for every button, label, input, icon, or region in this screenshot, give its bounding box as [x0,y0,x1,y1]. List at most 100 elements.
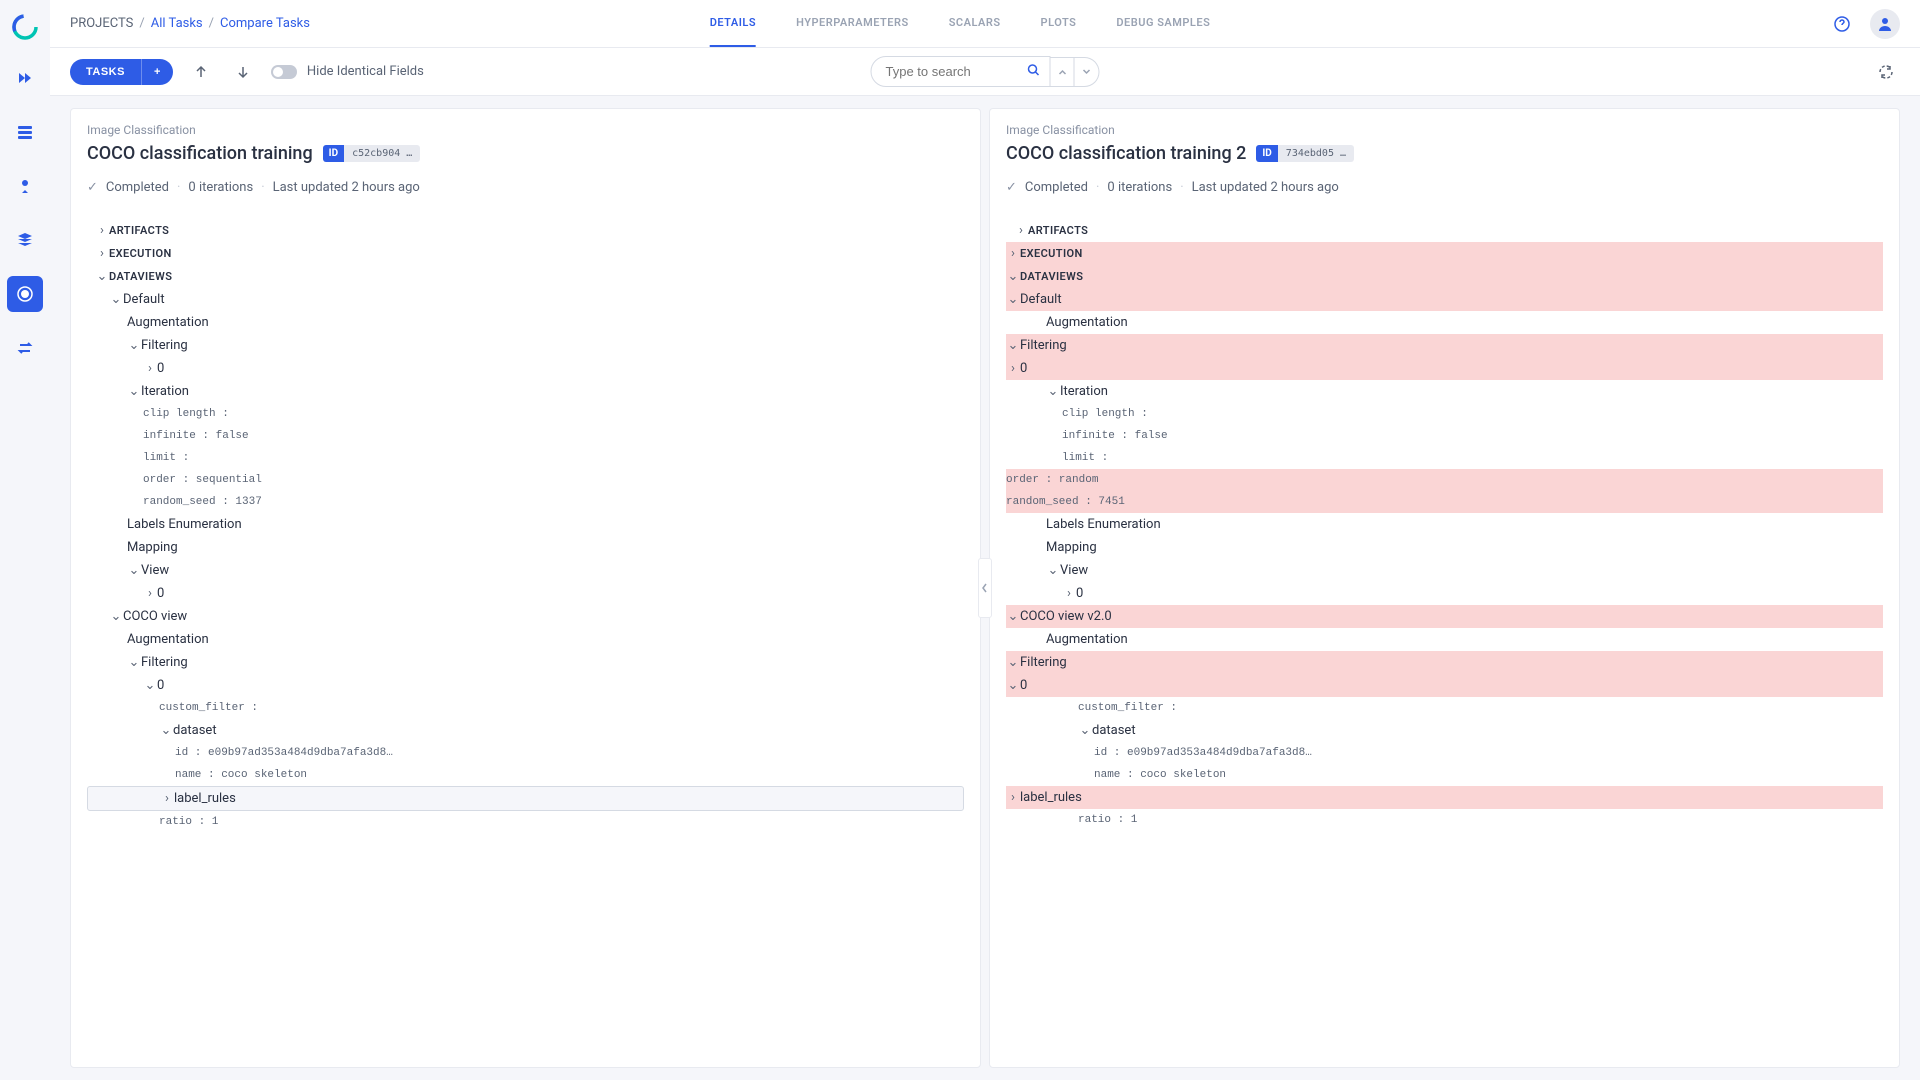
augmentation-node[interactable]: Augmentation [127,632,209,647]
tab-plots[interactable]: PLOTS [1041,0,1077,47]
iteration-node[interactable]: Iteration [1060,384,1108,399]
iteration-node[interactable]: Iteration [141,384,189,399]
breadcrumb-all-tasks[interactable]: All Tasks [151,16,203,31]
caret-down-icon[interactable]: ⌄ [127,338,141,353]
default-node[interactable]: Default [1020,292,1062,307]
caret-down-icon[interactable]: ⌄ [109,292,123,307]
view-node[interactable]: View [141,563,169,578]
labels-enum-node[interactable]: Labels Enumeration [1046,517,1161,532]
nav-icon-6[interactable] [7,330,43,366]
dataset-node[interactable]: dataset [1092,723,1136,738]
task-id-badge[interactable]: ID734ebd05 … [1256,145,1354,162]
collapse-handle[interactable] [978,558,992,618]
augmentation-node[interactable]: Augmentation [127,315,209,330]
tab-details[interactable]: DETAILS [710,0,756,47]
mapping-node[interactable]: Mapping [1046,540,1097,555]
execution-section[interactable]: EXECUTION [109,247,172,260]
nav-icon-2[interactable] [7,114,43,150]
caret-down-icon[interactable]: ⌄ [1046,384,1060,399]
zero-node[interactable]: 0 [157,586,164,601]
task-id-badge[interactable]: IDc52cb904 … [323,145,421,162]
zero-node[interactable]: 0 [157,678,164,693]
caret-down-icon[interactable]: ⌄ [1006,292,1020,307]
caret-down-icon[interactable]: ⌄ [1006,609,1020,624]
caret-down-icon[interactable]: ⌄ [1006,269,1020,284]
add-task-button[interactable]: + [142,59,173,85]
nav-icon-4[interactable] [7,222,43,258]
search-nav-group [1051,57,1100,87]
caret-down-icon[interactable]: ⌄ [109,609,123,624]
caret-down-icon[interactable]: ⌄ [159,723,173,738]
nav-icon-3[interactable] [7,168,43,204]
filtering-node[interactable]: Filtering [1020,655,1067,670]
dataset-node[interactable]: dataset [173,723,217,738]
arrow-up-button[interactable] [187,58,215,86]
coco-view-node[interactable]: COCO view [123,609,187,624]
caret-icon[interactable]: › [95,246,109,261]
caret-down-icon[interactable]: ⌄ [127,563,141,578]
tab-debug-samples[interactable]: DEBUG SAMPLES [1116,0,1210,47]
tasks-button[interactable]: TASKS [70,59,142,85]
breadcrumb-compare[interactable]: Compare Tasks [220,16,310,31]
avatar[interactable] [1870,9,1900,39]
caret-down-icon[interactable]: ⌄ [127,655,141,670]
caret-icon[interactable]: › [160,791,174,806]
caret-icon[interactable]: › [1006,361,1020,376]
caret-down-icon[interactable]: ⌄ [1046,563,1060,578]
search-next-button[interactable] [1075,58,1099,86]
augmentation-node[interactable]: Augmentation [1046,632,1128,647]
filtering-node[interactable]: Filtering [1020,338,1067,353]
labels-enum-node[interactable]: Labels Enumeration [127,517,242,532]
caret-down-icon[interactable]: ⌄ [143,678,157,693]
dataviews-section[interactable]: DATAVIEWS [109,270,172,283]
caret-down-icon[interactable]: ⌄ [95,269,109,284]
zero-node[interactable]: 0 [1020,361,1027,376]
toolbar: TASKS + Hide Identical Fields [50,48,1920,96]
zero-node[interactable]: 0 [157,361,164,376]
caret-icon[interactable]: › [1014,223,1028,238]
caret-down-icon[interactable]: ⌄ [1006,678,1020,693]
caret-down-icon[interactable]: ⌄ [127,384,141,399]
help-icon[interactable] [1828,10,1856,38]
caret-down-icon[interactable]: ⌄ [1078,723,1092,738]
refresh-icon[interactable] [1872,58,1900,86]
random-seed-value: random_seed : 7451 [1006,496,1125,508]
execution-section[interactable]: EXECUTION [1020,247,1083,260]
caret-down-icon[interactable]: ⌄ [1006,655,1020,670]
filtering-node[interactable]: Filtering [141,655,188,670]
order-value: order : sequential [143,474,262,486]
order-value: order : random [1006,474,1098,486]
dataset-name-value: name : coco skeleton [1094,769,1226,781]
label-rules-node[interactable]: label_rules [1020,790,1082,805]
filtering-node[interactable]: Filtering [141,338,188,353]
caret-icon[interactable]: › [1006,246,1020,261]
arrow-down-button[interactable] [229,58,257,86]
zero-node[interactable]: 0 [1076,586,1083,601]
artifacts-section[interactable]: ARTIFACTS [109,224,169,237]
coco-view-node[interactable]: COCO view v2.0 [1020,609,1112,624]
caret-icon[interactable]: › [143,586,157,601]
dataviews-section[interactable]: DATAVIEWS [1020,270,1083,283]
panel-right-inner: Image Classification COCO classification… [990,109,1899,1067]
caret-icon[interactable]: › [1062,586,1076,601]
label-rules-node[interactable]: label_rules [174,791,236,806]
caret-icon[interactable]: › [143,361,157,376]
view-node[interactable]: View [1060,563,1088,578]
nav-icon-1[interactable] [7,60,43,96]
search-prev-button[interactable] [1051,58,1075,86]
tab-hyperparameters[interactable]: HYPERPARAMETERS [796,0,909,47]
zero-node[interactable]: 0 [1020,678,1027,693]
meta-row: ✓ Completed · 0 iterations · Last update… [1006,180,1883,195]
caret-icon[interactable]: › [95,223,109,238]
breadcrumb-projects[interactable]: PROJECTS [70,16,133,31]
caret-down-icon[interactable]: ⌄ [1006,338,1020,353]
augmentation-node[interactable]: Augmentation [1046,315,1128,330]
default-node[interactable]: Default [123,292,165,307]
artifacts-section[interactable]: ARTIFACTS [1028,224,1088,237]
nav-icon-active[interactable] [7,276,43,312]
search-input[interactable] [871,56,1051,87]
tab-scalars[interactable]: SCALARS [949,0,1001,47]
mapping-node[interactable]: Mapping [127,540,178,555]
hide-identical-toggle[interactable] [271,65,297,79]
caret-icon[interactable]: › [1006,790,1020,805]
